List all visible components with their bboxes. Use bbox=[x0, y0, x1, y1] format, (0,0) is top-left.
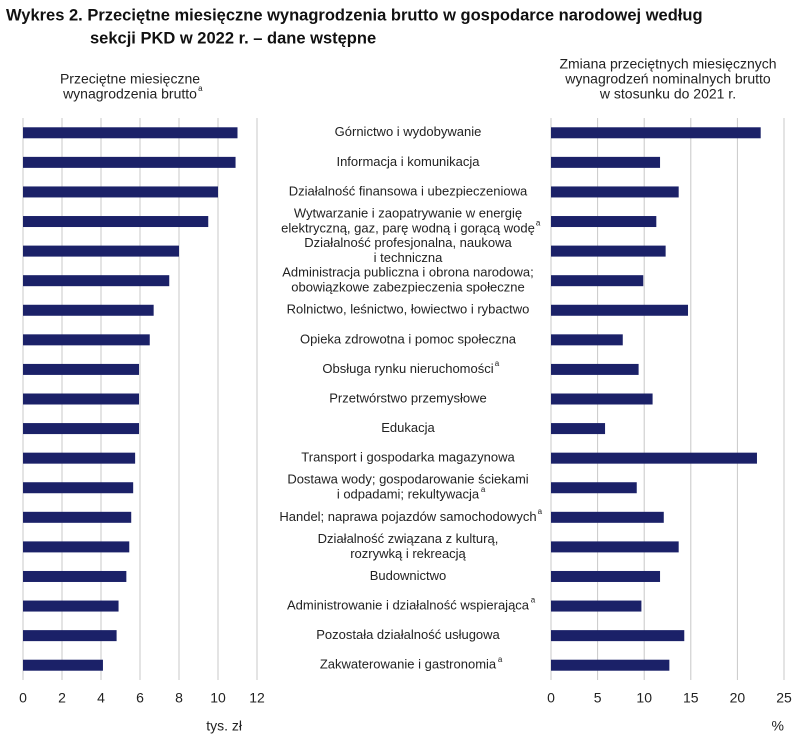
bar bbox=[23, 363, 140, 375]
bar bbox=[551, 630, 685, 642]
category-label: Przetwórstwo przemysłowe bbox=[329, 390, 487, 405]
bar bbox=[551, 570, 661, 582]
category-label: Pozostała działalność usługowa bbox=[316, 627, 500, 642]
bar bbox=[551, 393, 653, 405]
x-tick-label: 20 bbox=[730, 690, 746, 706]
panel-subtitle: Przeciętne miesięczne bbox=[60, 71, 200, 87]
x-tick-label: 4 bbox=[97, 690, 105, 706]
category-label: Budownictwo bbox=[370, 568, 447, 583]
category-label: Rolnictwo, leśnictwo, łowiectwo i rybact… bbox=[287, 302, 530, 317]
bar bbox=[23, 452, 136, 464]
x-axis-label: tys. zł bbox=[206, 718, 243, 734]
x-tick-label: 2 bbox=[58, 690, 66, 706]
bar bbox=[23, 511, 132, 523]
panel-subtitle: wynagrodzeń nominalnych brutto bbox=[564, 71, 771, 87]
bar bbox=[551, 304, 689, 316]
chart-title: sekcji PKD w 2022 r. – dane wstępne bbox=[90, 29, 376, 47]
x-tick-label: 5 bbox=[594, 690, 602, 706]
category-label: Zakwaterowanie i gastronomia bbox=[320, 657, 497, 672]
x-tick-label: 25 bbox=[776, 690, 792, 706]
bar bbox=[23, 423, 140, 435]
bar bbox=[551, 541, 679, 553]
bar bbox=[551, 363, 639, 375]
category-label: Obsługa rynku nieruchomości bbox=[322, 361, 493, 376]
bar bbox=[23, 570, 127, 582]
bar bbox=[23, 600, 119, 612]
category-label: i odpadami; rekultywacja bbox=[337, 487, 480, 502]
bar bbox=[23, 156, 236, 168]
bar bbox=[23, 659, 103, 671]
category-label: Edukacja bbox=[381, 420, 435, 435]
footnote-marker: a bbox=[198, 84, 203, 93]
bar bbox=[23, 393, 140, 405]
category-label: Opieka zdrowotna i pomoc społeczna bbox=[300, 331, 517, 346]
category-label: Wytwarzanie i zaopatrywanie w energię bbox=[294, 205, 522, 220]
footnote-marker: a bbox=[481, 485, 486, 494]
bar bbox=[23, 541, 130, 553]
footnote-marker: a bbox=[536, 219, 541, 228]
bar bbox=[551, 216, 657, 228]
x-axis-label: % bbox=[772, 718, 784, 734]
bar bbox=[23, 482, 134, 494]
bar bbox=[551, 334, 623, 346]
footnote-marker: a bbox=[531, 596, 536, 605]
category-label: obowiązkowe zabezpieczenia społeczne bbox=[291, 280, 524, 295]
bar bbox=[551, 452, 757, 464]
x-tick-label: 12 bbox=[249, 690, 265, 706]
category-label: Informacja i komunikacja bbox=[336, 154, 480, 169]
category-label: Górnictwo i wydobywanie bbox=[335, 124, 482, 139]
panel-subtitle: wynagrodzenia brutto bbox=[62, 86, 197, 102]
footnote-marker: a bbox=[498, 655, 503, 664]
x-tick-label: 0 bbox=[19, 690, 27, 706]
panel-subtitle: w stosunku do 2021 r. bbox=[599, 86, 736, 102]
x-tick-label: 15 bbox=[683, 690, 699, 706]
category-label: Działalność finansowa i ubezpieczeniowa bbox=[289, 183, 528, 198]
bar bbox=[23, 216, 209, 228]
category-label: Dostawa wody; gospodarowanie ściekami bbox=[287, 472, 528, 487]
category-label: rozrywką i rekreacją bbox=[350, 546, 466, 561]
x-tick-label: 10 bbox=[636, 690, 652, 706]
bar bbox=[23, 334, 150, 346]
bar bbox=[551, 511, 664, 523]
bar bbox=[551, 659, 670, 671]
category-label: Działalność profesjonalna, naukowa bbox=[304, 235, 512, 250]
category-label: Działalność związana z kulturą, bbox=[318, 531, 499, 546]
category-label: elektryczną, gaz, parę wodną i gorącą wo… bbox=[281, 220, 535, 235]
x-tick-label: 6 bbox=[136, 690, 144, 706]
x-tick-label: 0 bbox=[547, 690, 555, 706]
bar bbox=[551, 482, 637, 494]
bar bbox=[551, 186, 679, 198]
bar bbox=[23, 127, 238, 139]
category-label: Administrowanie i działalność wspierając… bbox=[287, 597, 530, 612]
chart-title: Wykres 2. Przeciętne miesięczne wynagrod… bbox=[6, 6, 703, 24]
panel-subtitle: Zmiana przeciętnych miesięcznych bbox=[559, 56, 776, 72]
bar bbox=[551, 275, 644, 287]
bar bbox=[551, 127, 761, 139]
footnote-marker: a bbox=[495, 359, 500, 368]
x-tick-label: 10 bbox=[210, 690, 226, 706]
category-label: i techniczna bbox=[374, 250, 443, 265]
bar bbox=[23, 304, 154, 316]
footnote-marker: a bbox=[538, 507, 543, 516]
bar bbox=[551, 600, 642, 612]
x-tick-label: 8 bbox=[175, 690, 183, 706]
category-label: Transport i gospodarka magazynowa bbox=[301, 450, 515, 465]
bar bbox=[551, 423, 606, 435]
bar bbox=[551, 245, 666, 257]
bar bbox=[23, 275, 170, 287]
bar bbox=[551, 156, 661, 168]
bar bbox=[23, 186, 218, 198]
bar bbox=[23, 245, 179, 257]
category-label: Handel; naprawa pojazdów samochodowych bbox=[279, 509, 536, 524]
category-label: Administracja publiczna i obrona narodow… bbox=[282, 265, 533, 280]
bar bbox=[23, 630, 117, 642]
